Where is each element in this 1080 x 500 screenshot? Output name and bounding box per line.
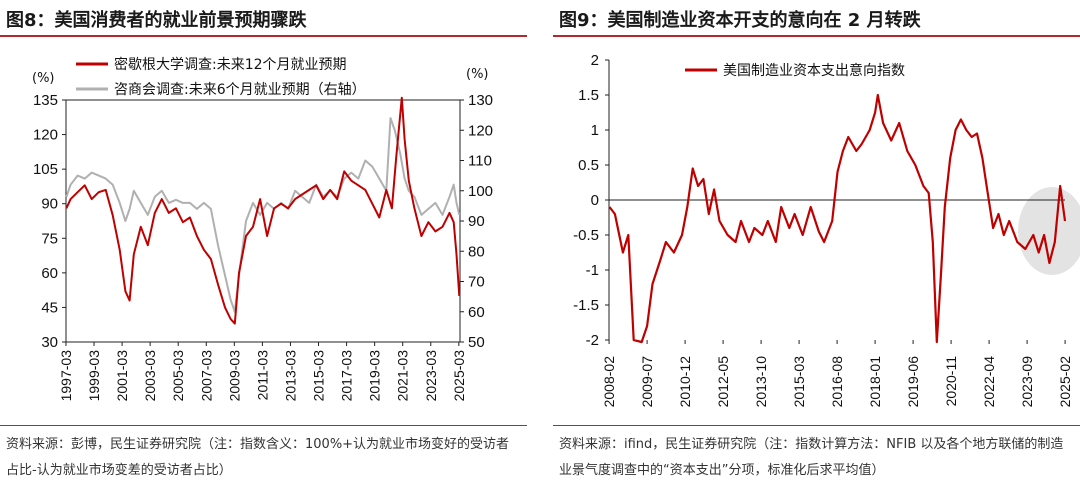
x-tick-2023-03: 2023-03 [423, 350, 439, 402]
legend-label-capex: 美国制造业资本支出意向指数 [723, 62, 905, 79]
x-tick-2012-05: 2012-05 [715, 356, 731, 408]
x-tick-2011-03: 2011-03 [254, 350, 270, 401]
series-line-conference-board [65, 117, 461, 313]
right-chart-svg: -2 -1.5 -1 -0.5 0 0.5 1 1.5 2 2008-02 2009-07 2010-… [573, 52, 1080, 408]
y-tick--1: -1 [586, 262, 599, 279]
y-left-tick-105: 105 [33, 161, 58, 178]
y-tick-1: 1 [591, 122, 599, 139]
left-chart-svg: 30 45 60 75 90 105 120 135 50 60 70 80 90 100 110 120 13… [32, 56, 493, 402]
x-tick-2009-03: 2009-03 [226, 350, 242, 402]
x-tick-2018-01: 2018-01 [867, 356, 883, 408]
y-right-tick-80: 80 [468, 243, 485, 260]
y-right-unit: (%) [466, 67, 489, 82]
x-tick-2015-03: 2015-03 [311, 350, 327, 402]
x-tick-2001-03: 2001-03 [114, 350, 130, 402]
y-right-tick-90: 90 [468, 213, 485, 230]
x-tick-2017-03: 2017-03 [339, 350, 355, 402]
x-tick-2005-03: 2005-03 [170, 350, 186, 402]
y-right-tick-130: 130 [468, 92, 493, 109]
y-right-tick-120: 120 [468, 122, 493, 139]
y-tick-2: 2 [591, 52, 599, 69]
y-left-tick-135: 135 [33, 92, 58, 109]
x-tick-2003-03: 2003-03 [142, 350, 158, 402]
y-left-unit: (%) [32, 71, 55, 86]
y-right-tick-70: 70 [468, 274, 485, 291]
y-left-tick-120: 120 [33, 127, 58, 144]
y-tick-1p5: 1.5 [578, 87, 599, 104]
x-tick-2016-08: 2016-08 [829, 356, 845, 408]
y-tick-0: 0 [591, 192, 599, 209]
y-right-tick-60: 60 [468, 304, 485, 321]
right-chart-panel: 图9：美国制造业资本开支的意向在 2 月转跌 -2 -1.5 -1 -0.5 0 0.5 1… [553, 0, 1080, 500]
right-source-rule [553, 425, 1080, 426]
x-tick-2013-03: 2013-03 [282, 350, 298, 402]
x-tick-2007-03: 2007-03 [198, 350, 214, 402]
y-tick-0p5: 0.5 [578, 157, 599, 174]
y-left-tick-90: 90 [41, 196, 58, 213]
x-tick-1999-03: 1999-03 [86, 350, 102, 402]
y-right-tick-100: 100 [468, 183, 493, 200]
y-tick--0p5: -0.5 [573, 227, 599, 244]
x-tick-1997-03: 1997-03 [58, 350, 74, 402]
series-line-capex-intention [608, 93, 1067, 344]
y-right-tick-110: 110 [468, 153, 492, 170]
x-tick-2025-02: 2025-02 [1057, 356, 1073, 408]
x-tick-2010-12: 2010-12 [677, 356, 693, 408]
right-chart-title: 图9：美国制造业资本开支的意向在 2 月转跌 [559, 10, 921, 31]
y-left-tick-45: 45 [41, 299, 58, 316]
y-left-tick-75: 75 [41, 230, 58, 247]
left-chart-panel: 图8：美国消费者的就业前景预期骤跌 30 45 60 75 90 105 120 135 50 6… [0, 0, 527, 500]
highlight-ellipse [1018, 187, 1080, 275]
series-line-michigan [65, 96, 461, 325]
legend-label-conference-board: 咨商会调查:未来6个月就业预期（右轴） [114, 82, 366, 98]
left-chart-title: 图8：美国消费者的就业前景预期骤跌 [6, 10, 307, 31]
legend-label-michigan: 密歇根大学调查:未来12个月就业预期 [114, 56, 347, 73]
x-tick-2009-07: 2009-07 [639, 356, 655, 408]
x-tick-2015-03: 2015-03 [791, 356, 807, 408]
x-tick-2013-10: 2013-10 [753, 356, 769, 408]
y-left-tick-30: 30 [41, 334, 58, 351]
x-tick-2023-09: 2023-09 [1019, 356, 1035, 408]
left-title-rule [0, 35, 527, 37]
y-tick--1p5: -1.5 [573, 297, 599, 314]
right-title-rule [553, 35, 1080, 37]
x-tick-2021-03: 2021-03 [395, 350, 411, 402]
x-tick-2019-03: 2019-03 [367, 350, 383, 402]
x-tick-2022-04: 2022-04 [981, 356, 997, 408]
y-right-tick-50: 50 [468, 334, 485, 351]
y-tick--2: -2 [586, 332, 599, 349]
x-tick-2020-11: 2020-11 [943, 356, 959, 407]
x-tick-2019-06: 2019-06 [905, 356, 921, 408]
y-left-tick-60: 60 [41, 265, 58, 282]
left-source-note: 资料来源：彭博，民生证券研究院（注：指数含义：100%+认为就业市场变好的受访者… [6, 437, 510, 478]
left-source-rule [0, 425, 527, 426]
x-tick-2008-02: 2008-02 [601, 356, 617, 408]
right-source-note: 资料来源：ifind，民生证券研究院（注：指数计算方法：NFIB 以及各个地方联… [559, 437, 1064, 478]
x-tick-2025-03: 2025-03 [451, 350, 467, 402]
